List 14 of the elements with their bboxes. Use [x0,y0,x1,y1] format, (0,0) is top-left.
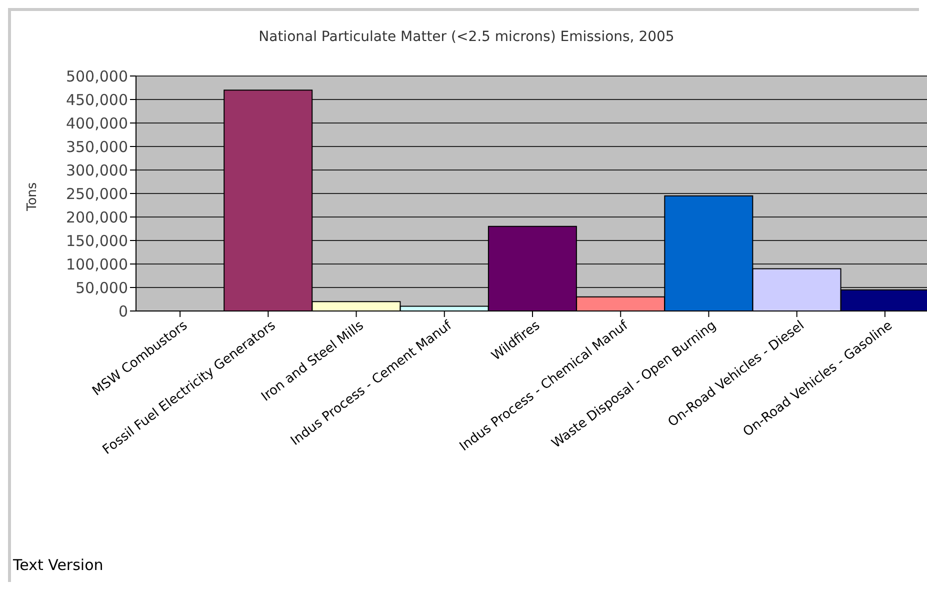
y-tick-label: 0 [118,302,128,320]
y-tick-label: 150,000 [66,232,128,250]
y-tick-label: 400,000 [66,114,128,132]
text: Text Version [13,556,104,574]
chart-title: National Particulate Matter (<2.5 microns) Emissions, 2005 [258,29,676,45]
y-tick-label: 100,000 [66,255,128,274]
y-tick-label: 300,000 [66,161,128,180]
y-tick-label: 500,000 [66,67,128,86]
y-tick-label: 200,000 [66,208,128,226]
y-axis-title: Tons [25,182,41,211]
y-tick-label: 250,000 [66,184,128,203]
y-tick-label: 50,000 [76,278,128,297]
y-tick-label: 450,000 [66,90,128,109]
y-tick-label: 350,000 [66,138,128,156]
